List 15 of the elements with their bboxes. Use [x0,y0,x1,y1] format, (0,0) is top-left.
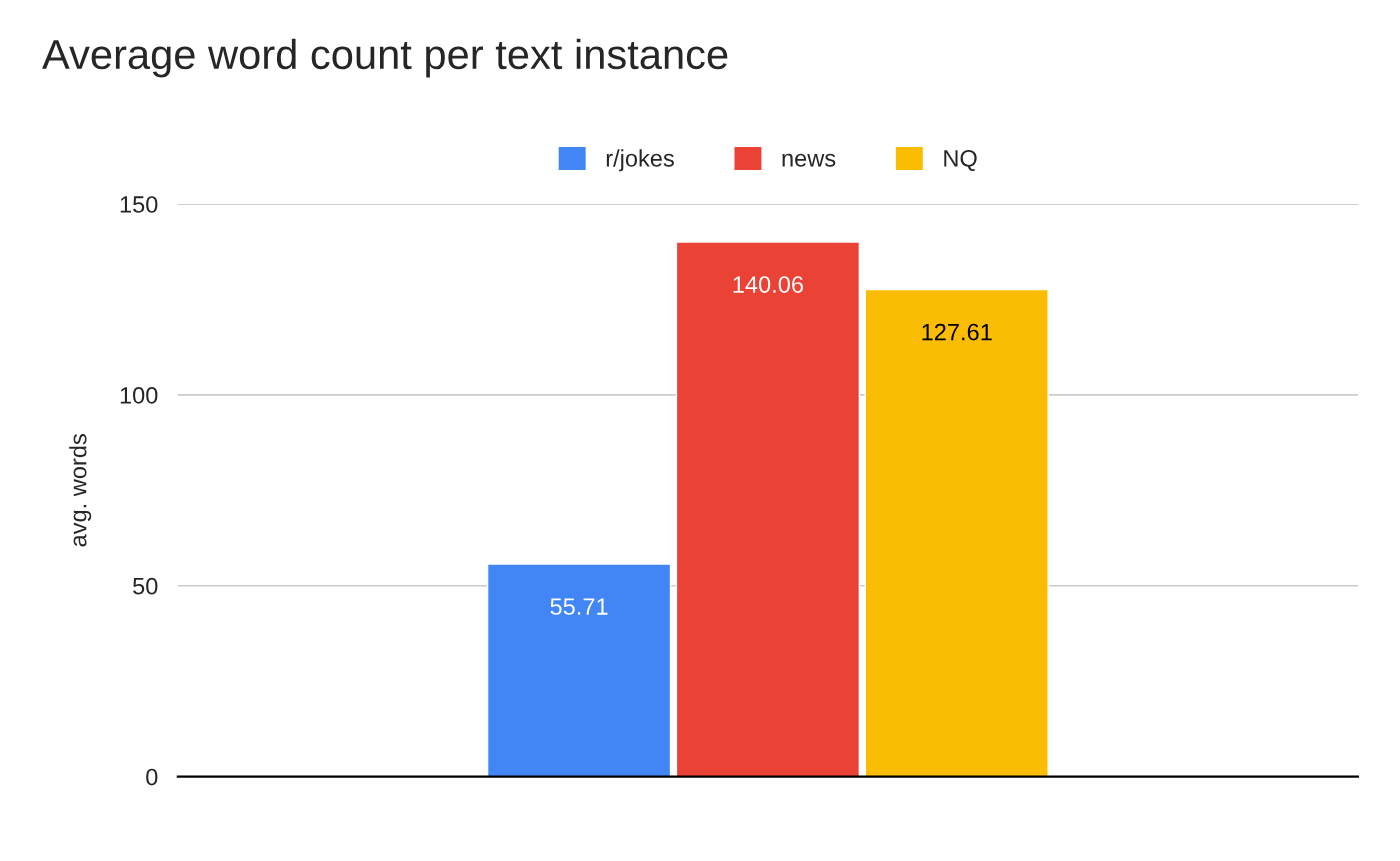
bar [864,288,1049,777]
data-label: 127.61 [922,323,992,341]
y-tick-label: 100 [120,386,158,404]
legend-label: r/jokes [606,149,674,172]
legend-label: NQ [944,149,977,171]
data-label: 140.06 [733,276,803,293]
bar [486,563,672,777]
legend-label: news [782,153,836,167]
data-label: 55.71 [550,598,608,615]
y-axis-title: avg. words [69,434,92,547]
y-tick-label: 50 [133,577,158,595]
chart-title: Average word count per text instance [42,38,728,78]
bar [675,241,861,777]
y-tick-label: 150 [120,196,158,213]
y-tick-label: 0 [146,768,158,786]
